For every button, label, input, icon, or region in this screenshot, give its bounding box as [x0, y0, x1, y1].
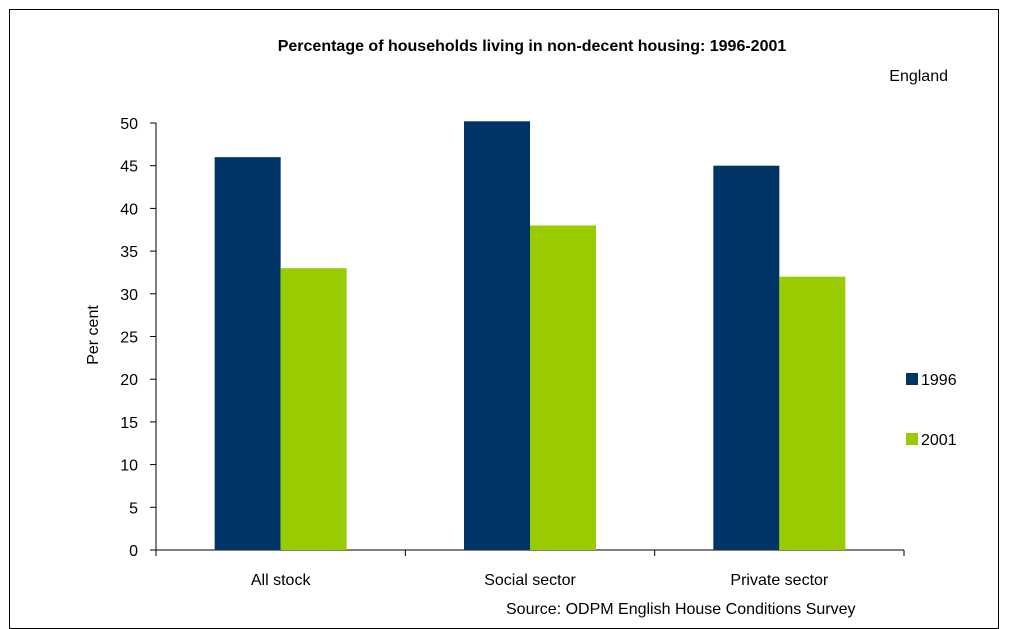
y-tick-label: 25 [120, 330, 138, 347]
legend-swatch-2001 [906, 433, 918, 445]
chart-subtitle: England [889, 68, 948, 85]
legend: 1996 2001 [906, 372, 957, 449]
y-tick-label: 35 [120, 244, 138, 261]
legend-label-1996: 1996 [921, 372, 957, 389]
y-tick-label: 40 [120, 201, 138, 218]
y-tick-label: 0 [129, 543, 138, 560]
y-tick-label: 5 [129, 500, 138, 517]
bar-2001-private-sector [779, 276, 846, 550]
bar-1996-private-sector [713, 165, 780, 550]
bar-2001-social-sector [530, 225, 596, 551]
legend-swatch-1996 [906, 373, 918, 385]
bar-2001-all-stock [280, 268, 347, 550]
y-tick-label: 45 [120, 159, 138, 176]
y-tick-label: 30 [120, 287, 138, 304]
x-tick-label: All stock [251, 572, 312, 589]
y-tick-label: 20 [120, 372, 138, 389]
x-tick-label: Social sector [484, 572, 576, 589]
legend-label-2001: 2001 [921, 432, 957, 449]
y-tick-label: 50 [120, 116, 138, 133]
bar-1996-social-sector [464, 121, 530, 551]
x-tick-label: Private sector [730, 572, 828, 589]
bars [214, 121, 846, 551]
chart-title: Percentage of households living in non-d… [278, 38, 787, 55]
y-tick-label: 10 [120, 458, 138, 475]
y-axis-label: Per cent [85, 305, 102, 365]
y-tick-label: 15 [120, 415, 138, 432]
bar-1996-all-stock [214, 157, 281, 550]
source-note: Source: ODPM English House Conditions Su… [506, 601, 856, 618]
